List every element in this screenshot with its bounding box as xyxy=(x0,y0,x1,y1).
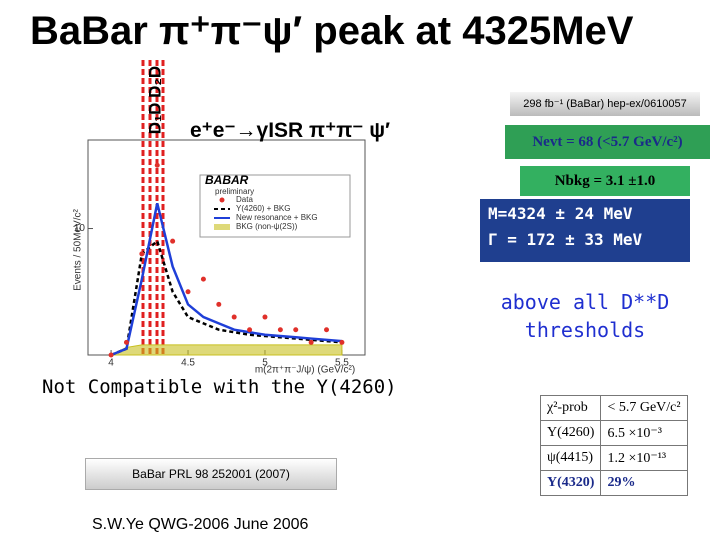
table-cell: ψ(4415) xyxy=(539,445,602,471)
y-axis-label: Events / 50MeV/c² xyxy=(73,208,84,290)
data-point xyxy=(293,327,299,333)
fit-box: M=4324 ± 24 MeV Γ = 172 ± 33 MeV xyxy=(480,199,690,262)
data-point xyxy=(185,289,191,295)
data-point xyxy=(308,339,314,345)
data-point xyxy=(247,327,253,333)
data-point xyxy=(277,327,283,333)
table-cell: 6.5 ×10⁻³ xyxy=(600,420,688,446)
table-row: ψ(4415) 1.2 ×10⁻¹³ xyxy=(539,445,688,471)
data-point xyxy=(231,314,237,320)
legend-label: Data xyxy=(236,195,253,204)
x-tick-label: 5.5 xyxy=(335,358,349,369)
data-point xyxy=(324,327,330,333)
result-table: χ²-prob < 5.7 GeV/c² Y(4260) 6.5 ×10⁻³ ψ(441… xyxy=(539,395,688,496)
legend-label: New resonance + BKG xyxy=(236,213,318,222)
mass: M=4324 ± 24 MeV xyxy=(488,204,633,223)
logo-subtitle: preliminary xyxy=(215,187,254,196)
x-tick-label: 4.5 xyxy=(181,358,195,369)
threshold-label: D₁D D₂D xyxy=(145,66,164,134)
table-cell: Y(4260) xyxy=(539,420,602,446)
table-row: Y(4320) 29% xyxy=(539,470,688,496)
fit-line xyxy=(110,239,343,357)
data-point xyxy=(262,314,268,320)
slide-title: BaBar π⁺π⁻ψ′ peak at 4325MeV xyxy=(30,9,634,53)
table-cell: < 5.7 GeV/c² xyxy=(600,395,688,421)
nbkg-box: Nbkg = 3.1 ±1.0 xyxy=(520,166,690,196)
table-cell: 1.2 ×10⁻¹³ xyxy=(600,445,688,471)
table-cell: Y(4320) xyxy=(539,470,602,496)
legend-label: BKG (non-ψ(2S)) xyxy=(236,222,298,231)
data-point xyxy=(154,162,160,168)
luminosity-box: 298 fb⁻¹ (BaBar) hep-ex/0610057 xyxy=(510,92,700,116)
table-row: χ²-prob < 5.7 GeV/c² xyxy=(539,395,688,421)
x-axis-label: m(2π⁺π⁻J/ψ) (GeV/c²) xyxy=(255,365,355,376)
legend-label: Y(4260) + BKG xyxy=(236,204,290,213)
table-cell: χ²-prob xyxy=(539,395,602,421)
note: above all D**D thresholds xyxy=(470,288,700,344)
fit-line xyxy=(110,202,343,357)
data-point xyxy=(108,352,114,358)
compatibility: Not Compatible with the Y(4260) xyxy=(42,376,397,398)
data-point xyxy=(123,339,129,345)
note-line: thresholds xyxy=(524,318,646,342)
x-tick-label: 5 xyxy=(262,358,268,369)
background-area xyxy=(110,344,343,356)
note-line: above all D**D xyxy=(500,290,670,314)
x-tick-label: 4 xyxy=(108,358,114,369)
nevt-box: Nevt = 68 (<5.7 GeV/c²) xyxy=(505,125,710,159)
width: Γ = 172 ± 33 MeV xyxy=(488,230,643,249)
data-point xyxy=(170,238,176,244)
legend-swatch xyxy=(219,197,225,203)
data-point xyxy=(139,251,145,257)
reference-box: BaBar PRL 98 252001 (2007) xyxy=(85,458,337,490)
y-tick-label: 10 xyxy=(74,223,86,234)
legend-swatch xyxy=(214,224,230,230)
footer: S.W.Ye QWG-2006 June 2006 xyxy=(92,516,309,533)
logo: BABAR xyxy=(205,173,249,187)
data-point xyxy=(216,301,222,307)
table-row: Y(4260) 6.5 ×10⁻³ xyxy=(539,420,688,446)
data-point xyxy=(339,339,345,345)
data-point xyxy=(200,276,206,282)
process: e⁺e⁻→γISR π⁺π⁻ ψ′ xyxy=(190,119,391,142)
table-cell: 29% xyxy=(600,470,688,496)
